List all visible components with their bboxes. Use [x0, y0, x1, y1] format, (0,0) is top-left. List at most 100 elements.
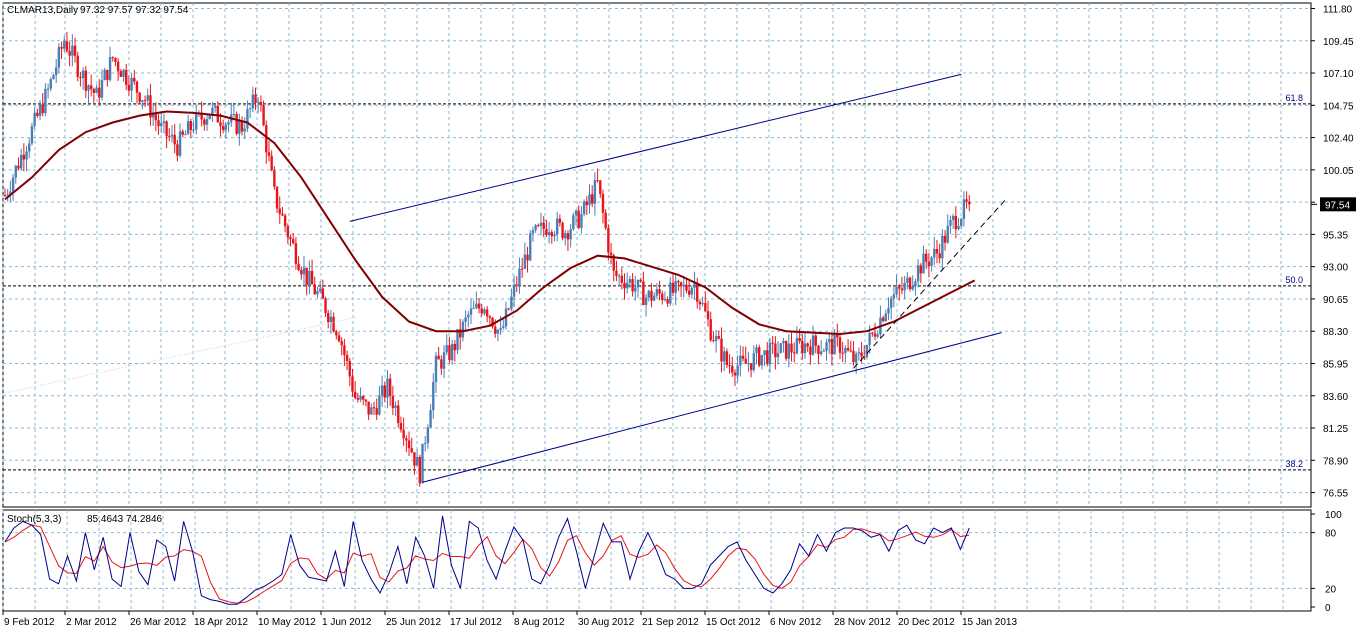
candle-down	[353, 391, 357, 399]
candle-up	[46, 88, 50, 90]
candle-down	[566, 233, 570, 240]
price-tick-label: 81.25	[1323, 424, 1348, 435]
candle-down	[262, 105, 265, 126]
candle-up	[496, 329, 500, 334]
candle-up	[760, 355, 764, 366]
candle-up	[130, 77, 133, 91]
candle-down	[507, 308, 510, 310]
candle-down	[612, 255, 615, 271]
candle-up	[865, 344, 869, 358]
candle-down	[391, 396, 395, 409]
candle-up	[246, 109, 249, 129]
candle-up	[828, 339, 831, 343]
candle-down	[76, 55, 79, 77]
candle-up	[502, 326, 505, 328]
candle-up	[429, 410, 432, 428]
candle-up	[674, 281, 677, 293]
candle-up	[564, 233, 567, 239]
price-tick-label: 109.45	[1323, 37, 1354, 48]
candle-up	[49, 79, 52, 89]
candle-up	[572, 215, 575, 230]
candle-down	[790, 343, 793, 353]
candle-down	[784, 340, 788, 359]
candlestick-series	[3, 31, 971, 487]
candle-down	[685, 284, 688, 291]
candle-down	[596, 180, 599, 182]
candle-down	[687, 290, 691, 295]
candle-up	[539, 222, 543, 226]
candle-down	[809, 346, 812, 355]
candle-up	[510, 296, 513, 309]
price-pane: 61.8 50.0 38.2 CLMAR13,Daily 97.32 97.57 9…	[2, 2, 1312, 508]
candle-up	[822, 350, 826, 352]
candle-up	[669, 282, 672, 304]
time-tick-label: 20 Dec 2012	[898, 617, 955, 628]
symbol-label: CLMAR13,Daily	[7, 5, 78, 16]
candle-up	[302, 267, 306, 275]
candle-down	[604, 212, 607, 229]
candle-down	[60, 47, 63, 49]
candle-up	[933, 248, 936, 258]
candle-down	[348, 361, 351, 377]
candle-down	[852, 350, 855, 363]
candle-down	[119, 71, 123, 77]
candle-down	[679, 282, 683, 287]
candle-up	[461, 321, 465, 338]
candle-down	[343, 345, 346, 355]
channel-lower-line	[422, 332, 1002, 483]
candle-up	[211, 107, 214, 116]
candle-down	[254, 94, 257, 103]
ohlc-readout: 97.32 97.57 97.32 97.54	[80, 5, 189, 16]
candle-up	[359, 396, 362, 400]
candle-up	[251, 94, 255, 109]
candle-down	[658, 289, 661, 294]
candle-down	[413, 452, 416, 466]
candle-up	[394, 405, 397, 409]
candle-down	[65, 41, 69, 52]
candle-up	[28, 143, 31, 152]
time-tick-label: 6 Nov 2012	[770, 617, 822, 628]
candle-down	[383, 385, 386, 398]
candle-up	[469, 308, 473, 315]
candle-up	[227, 122, 230, 125]
candle-down	[927, 261, 931, 266]
candle-up	[803, 343, 807, 354]
candle-down	[741, 355, 745, 359]
candle-up	[634, 287, 637, 292]
candle-down	[399, 423, 403, 430]
candle-up	[318, 288, 322, 292]
candle-up	[30, 126, 34, 144]
candle-down	[526, 254, 529, 261]
candle-up	[647, 290, 650, 298]
candle-down	[364, 399, 368, 402]
candle-up	[768, 342, 772, 364]
candle-down	[327, 313, 330, 323]
candle-down	[3, 195, 7, 197]
candle-down	[757, 347, 761, 366]
candle-up	[33, 112, 36, 127]
last-price-label: 97.54	[1325, 200, 1350, 211]
candle-up	[192, 129, 195, 131]
candle-down	[881, 317, 885, 322]
candle-down	[278, 208, 281, 214]
candle-up	[553, 234, 556, 237]
candle-up	[108, 57, 112, 80]
candle-down	[935, 248, 939, 254]
candle-up	[445, 345, 448, 353]
candle-down	[590, 194, 594, 204]
candle-up	[499, 327, 502, 330]
candle-down	[698, 301, 702, 305]
price-tick-label: 93.00	[1323, 263, 1348, 274]
last-price-marker: 97.54	[1320, 197, 1356, 212]
price-tick-label: 83.60	[1323, 392, 1348, 403]
support-trendline	[853, 197, 1008, 369]
candle-up	[426, 427, 430, 443]
candle-up	[151, 114, 155, 118]
candle-down	[704, 303, 707, 312]
stochastic-tick-label: 100	[1325, 510, 1342, 521]
candle-down	[168, 136, 171, 138]
price-tick-label: 100.05	[1323, 166, 1354, 177]
candle-up	[857, 352, 861, 354]
candle-down	[294, 243, 298, 264]
candle-down	[650, 290, 653, 301]
